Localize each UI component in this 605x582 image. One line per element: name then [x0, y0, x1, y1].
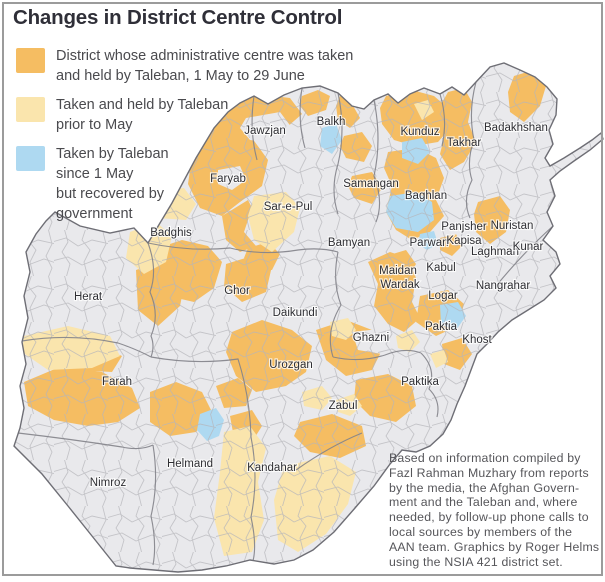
province-label-badakhshan: Badakhshan: [484, 122, 548, 134]
province-label-urozgan: Urozgan: [269, 359, 312, 371]
province-label-paktia: Paktia: [425, 321, 458, 333]
province-label-maidan: Maidan: [379, 265, 417, 277]
province-label-panjsher: Panjsher: [441, 221, 487, 233]
attribution-text: Based on information compiled by Fazl Ra…: [389, 451, 600, 569]
legend-swatch-taken-held: [16, 48, 45, 73]
legend: District whose administrative centre was…: [16, 46, 353, 233]
legend-swatch-taken-prior: [16, 97, 45, 122]
province-label-sar-e-pul: Sar-e-Pul: [264, 201, 313, 213]
province-label-herat: Herat: [74, 291, 103, 303]
province-label-kapisa: Kapisa: [446, 235, 482, 247]
province-label-samangan: Samangan: [343, 178, 399, 190]
province-label-kandahar: Kandahar: [247, 462, 297, 474]
province-label-kunar: Kunar: [513, 241, 544, 253]
province-label-khost: Khost: [462, 334, 492, 346]
page-title: Changes in District Centre Control: [13, 6, 343, 29]
province-label-paktika: Paktika: [401, 376, 439, 388]
province-label-bamyan: Bamyan: [328, 237, 370, 249]
province-label-nuristan: Nuristan: [491, 220, 534, 232]
legend-label-taken-recovered: Taken by Taleban since 1 May but recover…: [56, 146, 169, 222]
province-label-daikundi: Daikundi: [273, 307, 318, 319]
province-label-jawzjan: Jawzjan: [244, 125, 286, 137]
province-label-faryab: Faryab: [210, 173, 246, 185]
province-label-nimroz: Nimroz: [90, 477, 127, 489]
province-boundaries: [17, 81, 554, 566]
province-label-nangrahar: Nangrahar: [476, 280, 531, 292]
legend-item-taken-recovered: Taken by Taleban since 1 May but recover…: [16, 144, 353, 224]
province-label-kunduz: Kunduz: [400, 126, 439, 138]
province-label-helmand: Helmand: [167, 458, 213, 470]
province-label-zabul: Zabul: [329, 400, 358, 412]
province-label-balkh: Balkh: [317, 116, 346, 128]
legend-label-taken-held: District whose administrative centre was…: [56, 48, 354, 84]
province-label-ghazni: Ghazni: [353, 332, 389, 344]
frame-border: [2, 2, 603, 576]
province-label-baghlan: Baghlan: [405, 190, 447, 202]
province-label-takhar: Takhar: [447, 137, 482, 149]
province-label-logar: Logar: [428, 290, 458, 302]
province-label-laghman: Laghman: [471, 246, 519, 258]
legend-label-taken-prior: Taken and held by Taleban prior to May: [56, 97, 229, 133]
province-label-badghis: Badghis: [150, 227, 192, 239]
legend-swatch-taken-recovered: [16, 146, 45, 171]
legend-item-taken-prior: Taken and held by Taleban prior to May: [16, 95, 353, 135]
province-label-ghor: Ghor: [224, 285, 250, 297]
province-label-kabul: Kabul: [426, 262, 455, 274]
province-label-farah: Farah: [102, 376, 132, 388]
province-label-wardak: Wardak: [380, 279, 419, 291]
province-label-parwan: Parwan: [410, 237, 449, 249]
legend-item-taken-held: District whose administrative centre was…: [16, 46, 353, 86]
